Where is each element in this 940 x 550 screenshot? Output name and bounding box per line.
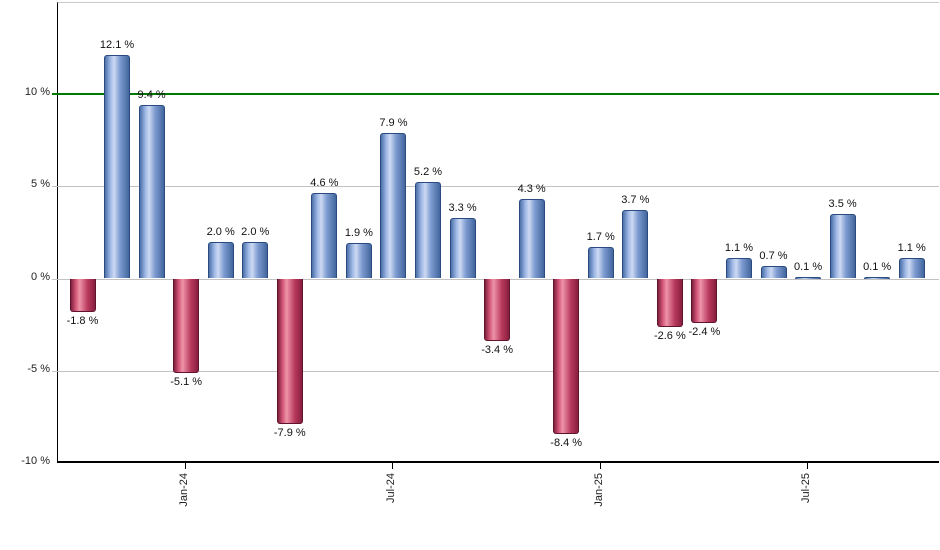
bar-value-label-18: -2.4 %: [688, 325, 721, 338]
bar-19[interactable]: [725, 258, 752, 279]
bar-7[interactable]: [311, 193, 338, 279]
bar-12[interactable]: [484, 278, 511, 342]
x-tick-label-Jul-25: Jul-25: [800, 473, 813, 503]
bar-16[interactable]: [622, 210, 649, 279]
bar-value-label-14: -8.4 %: [550, 436, 583, 449]
bar-value-label-8: 1.9 %: [344, 227, 373, 240]
y-tick-label-0: 0 %: [31, 270, 50, 283]
bar-15[interactable]: [587, 247, 614, 279]
bar-value-label-10: 5.2 %: [413, 166, 443, 179]
x-tick-Jul-25: [807, 463, 809, 469]
bar-value-label-13: 4.3 %: [517, 183, 546, 196]
bar-value-label-0: -1.8 %: [66, 314, 99, 327]
bar-17[interactable]: [656, 278, 683, 327]
bar-value-label-2: 9.4 %: [137, 88, 166, 101]
bar-5[interactable]: [242, 241, 269, 279]
bar-11[interactable]: [449, 217, 476, 279]
x-tick-label-Jan-24: Jan-24: [178, 473, 191, 507]
x-tick-label-Jul-24: Jul-24: [385, 473, 398, 503]
bar-value-label-6: -7.9 %: [273, 427, 306, 440]
bar-value-label-16: 3.7 %: [621, 194, 650, 207]
x-tick-Jan-25: [599, 463, 601, 469]
bar-value-label-4: 2.0 %: [206, 225, 235, 238]
bar-10[interactable]: [415, 182, 441, 279]
bar-value-label-22: 3.5 %: [828, 197, 857, 210]
bar-20[interactable]: [760, 265, 787, 279]
bar-9[interactable]: [380, 132, 407, 279]
bar-value-label-12: -3.4 %: [481, 344, 513, 357]
bar-value-label-20: 0.7 %: [759, 249, 788, 262]
bar-23[interactable]: [864, 276, 891, 279]
bar-value-label-19: 1.1 %: [724, 242, 753, 255]
bar-value-label-15: 1.7 %: [586, 231, 615, 244]
bar-value-label-1: 12.1 %: [99, 38, 135, 51]
bar-value-label-5: 2.0 %: [241, 225, 270, 238]
gridline-5pct: [52, 186, 939, 188]
y-tick-label-5: 5 %: [31, 178, 50, 191]
gridline--5pct: [52, 370, 939, 372]
bar-18[interactable]: [691, 278, 718, 323]
bar-value-label-7: 4.6 %: [310, 177, 339, 190]
reference-line-10pct: [52, 92, 939, 95]
bar-13[interactable]: [518, 199, 545, 279]
bar-8[interactable]: [345, 243, 372, 279]
bar-24[interactable]: [898, 258, 925, 279]
bar-1[interactable]: [104, 54, 131, 279]
bar-0[interactable]: [69, 278, 96, 312]
bar-value-label-17: -2.6 %: [653, 329, 686, 342]
bar-value-label-23: 0.1 %: [863, 260, 892, 273]
bar-21[interactable]: [795, 276, 822, 279]
bar-value-label-11: 3.3 %: [448, 201, 477, 214]
bar-14[interactable]: [553, 278, 580, 434]
bar-value-label-9: 7.9 %: [379, 116, 408, 129]
bar-22[interactable]: [829, 213, 856, 279]
bar-2[interactable]: [138, 104, 165, 279]
bar-value-label-3: -5.1 %: [170, 375, 203, 388]
x-tick-Jan-24: [185, 463, 187, 469]
bar-3[interactable]: [173, 278, 200, 373]
y-tick-label--5: -5 %: [27, 362, 50, 375]
bar-value-label-24: 1.1 %: [897, 242, 926, 255]
bar-value-label-21: 0.1 %: [793, 260, 823, 273]
bar-6[interactable]: [276, 278, 303, 425]
bar-4[interactable]: [207, 241, 234, 279]
x-tick-label-Jan-25: Jan-25: [592, 473, 605, 507]
plot-area: -1.8 % 12.1 % 9.4 % -5.1 % 2.0 % 2.0 % -7.9 % 4…: [52, 2, 939, 463]
y-tick-label-10: 10 %: [24, 85, 50, 98]
x-tick-Jul-24: [392, 463, 394, 469]
y-tick-label--10: -10 %: [21, 455, 50, 468]
